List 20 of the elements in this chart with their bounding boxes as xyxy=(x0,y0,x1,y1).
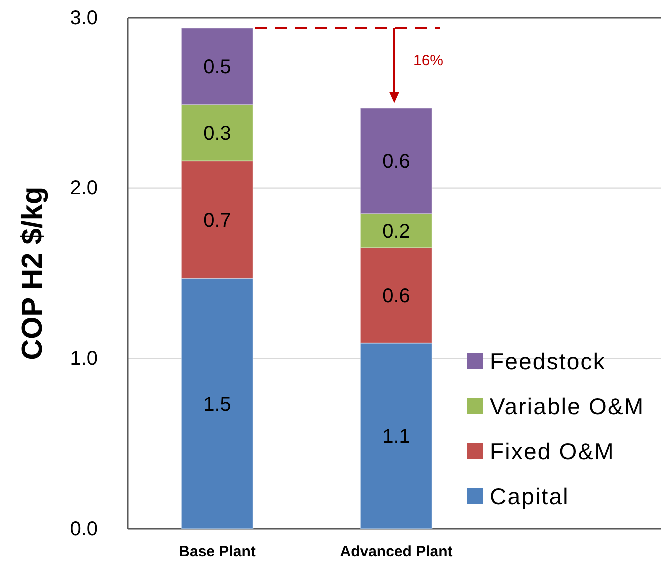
y-tick-label: 2.0 xyxy=(70,178,98,200)
data-label: 0.3 xyxy=(204,122,232,145)
y-tick-label: 3.0 xyxy=(70,7,98,30)
y-axis-title: COP H2 $/kg xyxy=(17,186,49,360)
data-label: 0.6 xyxy=(382,286,410,308)
legend-label: Capital xyxy=(490,483,570,510)
x-tick-label: Advanced Plant xyxy=(340,544,453,561)
y-tick-label: 1.0 xyxy=(70,348,98,370)
data-label: 0.5 xyxy=(204,56,232,79)
x-tick-label: Base Plant xyxy=(179,544,256,561)
annotation: 16% xyxy=(414,52,444,70)
data-label: 1.1 xyxy=(382,426,410,448)
legend-label: Feedstock xyxy=(490,348,606,374)
data-label: 0.6 xyxy=(382,151,410,174)
y-tick-label: 0.0 xyxy=(70,518,98,540)
data-label: 1.5 xyxy=(204,394,232,416)
data-label: 0.7 xyxy=(204,210,232,232)
legend-label: Fixed O&M xyxy=(490,438,615,464)
data-label: 0.2 xyxy=(382,220,410,243)
legend-label: Variable O&M xyxy=(490,393,645,420)
